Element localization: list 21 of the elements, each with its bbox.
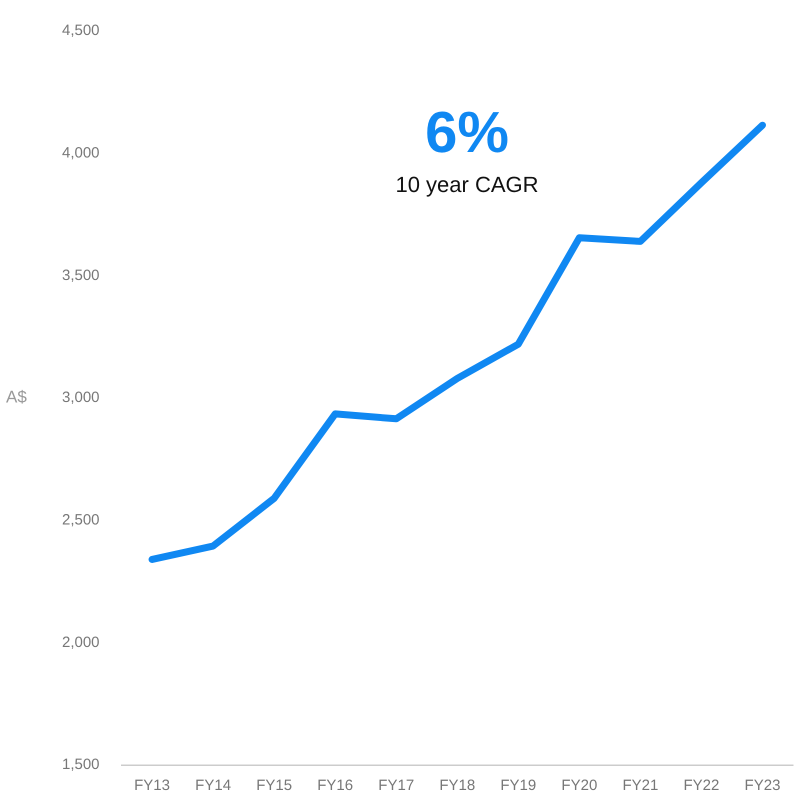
y-tick-label: 4,000 [62, 144, 100, 162]
y-axis-title: A$ [6, 388, 28, 407]
y-tick-label: 3,000 [62, 389, 100, 406]
x-tick-label: FY14 [195, 777, 232, 794]
x-tick-label: FY19 [500, 777, 536, 794]
y-tick-label: 2,000 [62, 634, 100, 651]
x-tick-label: FY22 [684, 777, 720, 794]
x-tick-label: FY16 [317, 777, 354, 794]
x-tick-label: FY20 [561, 777, 598, 794]
x-tick-label: FY21 [622, 777, 658, 794]
x-tick-label: FY15 [256, 777, 292, 794]
x-tick-label: FY23 [744, 777, 780, 794]
x-tick-label: FY17 [378, 777, 414, 794]
y-tick-label: 2,500 [62, 511, 100, 528]
y-tick-label: 3,500 [62, 266, 100, 284]
annotation: 10 year CAGR [395, 172, 539, 197]
x-tick-label: FY18 [439, 777, 476, 794]
annotation: 6% [425, 100, 509, 165]
y-tick-label: 1,500 [62, 756, 100, 774]
x-tick-label: FY13 [134, 777, 170, 794]
y-tick-label: 4,500 [62, 22, 100, 40]
